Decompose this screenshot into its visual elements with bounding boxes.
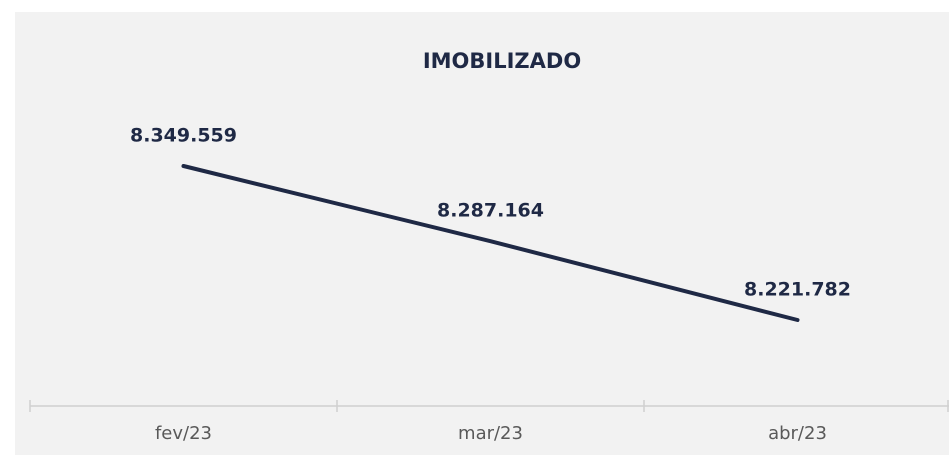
line [181,164,800,322]
x-tick-label: fev/23 [155,423,212,444]
data-label: 8.287.164 [437,200,544,222]
data-label: 8.349.559 [130,125,237,147]
x-tick-label: abr/23 [768,423,827,444]
chart-background [15,12,949,455]
x-tick-label: mar/23 [458,423,523,444]
data-label: 8.221.782 [744,279,851,301]
chart-title: IMOBILIZADO [423,49,581,73]
